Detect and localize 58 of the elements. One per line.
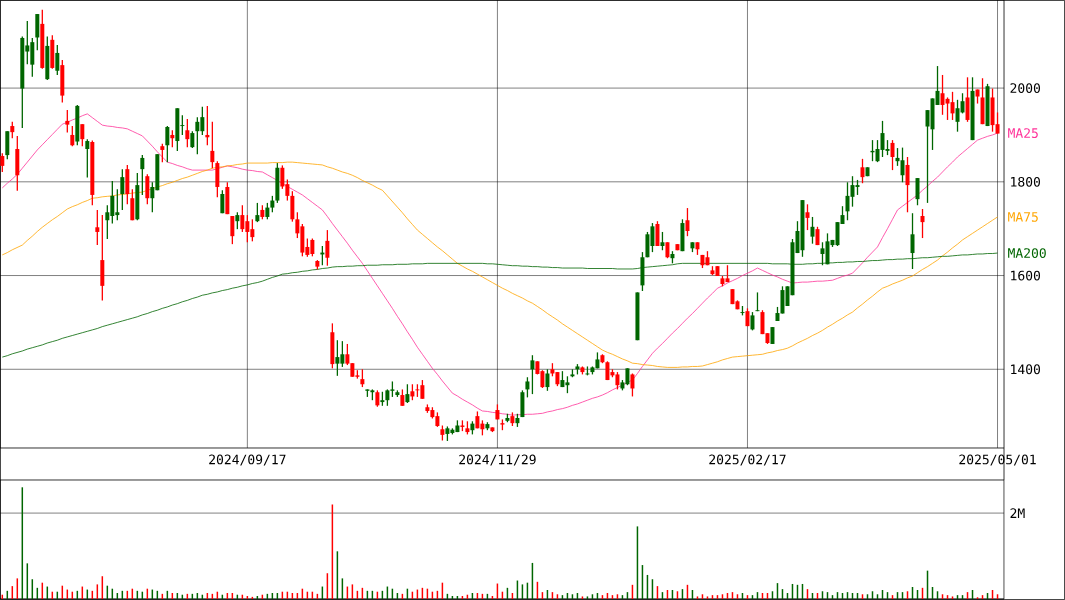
candlestick xyxy=(140,154,145,196)
candlestick xyxy=(890,139,895,171)
series-label: MA200 xyxy=(1008,248,1046,258)
candlestick xyxy=(750,311,755,332)
candlestick xyxy=(965,76,970,123)
y-tick-label: 1800 xyxy=(1011,176,1041,187)
candlestick xyxy=(145,173,150,205)
candlestick xyxy=(160,143,165,163)
y-tick-label: 1600 xyxy=(1011,270,1041,281)
x-tick-label: 2025/02/17 xyxy=(709,454,786,466)
y-tick-label: 2M xyxy=(1010,508,1025,518)
y-tick-label: 2000 xyxy=(1010,83,1041,94)
x-tick-label: 2025/05/01 xyxy=(959,454,1036,466)
candlestick xyxy=(165,125,170,163)
candlestick xyxy=(120,168,125,211)
candlestick xyxy=(630,372,635,398)
candlestick xyxy=(660,231,665,251)
candlestick xyxy=(860,158,865,184)
candlestick xyxy=(655,220,660,247)
candlestick xyxy=(65,109,70,134)
candlestick xyxy=(335,339,340,377)
candlestick xyxy=(905,156,910,213)
candlestick xyxy=(845,181,850,221)
candlestick xyxy=(195,116,200,155)
candlestick xyxy=(5,130,10,160)
candlestick xyxy=(950,91,955,121)
candlestick xyxy=(80,123,85,147)
candlestick xyxy=(85,138,90,179)
candlestick xyxy=(290,190,295,223)
candlestick xyxy=(545,368,550,392)
candlestick xyxy=(130,188,135,221)
candlestick xyxy=(915,177,920,206)
x-tick-label: 2024/11/29 xyxy=(459,454,536,466)
y-tick-label: 1400 xyxy=(1011,364,1041,375)
candlestick xyxy=(525,376,530,399)
candlestick xyxy=(35,13,40,51)
candlestick xyxy=(210,121,215,169)
candlestick xyxy=(685,207,690,237)
x-tick-label: 2024/09/17 xyxy=(209,454,286,466)
candlestick xyxy=(95,209,100,246)
candlestick xyxy=(255,202,260,223)
candlestick xyxy=(55,44,60,76)
candlestick xyxy=(805,203,810,231)
candlestick xyxy=(215,160,220,198)
candlestick xyxy=(240,204,245,233)
candlestick xyxy=(530,354,535,395)
candlestick xyxy=(755,291,760,312)
candlestick xyxy=(920,208,925,239)
candlestick xyxy=(325,229,330,267)
candlestick xyxy=(230,215,235,245)
series-label: MA25 xyxy=(1008,128,1038,138)
candlestick xyxy=(0,152,5,173)
candlestick xyxy=(185,118,190,148)
series-label: MA75 xyxy=(1008,212,1038,222)
candlestick xyxy=(70,125,75,147)
candlestick xyxy=(810,216,815,245)
candlestick xyxy=(405,383,410,404)
candlestick xyxy=(900,146,905,183)
